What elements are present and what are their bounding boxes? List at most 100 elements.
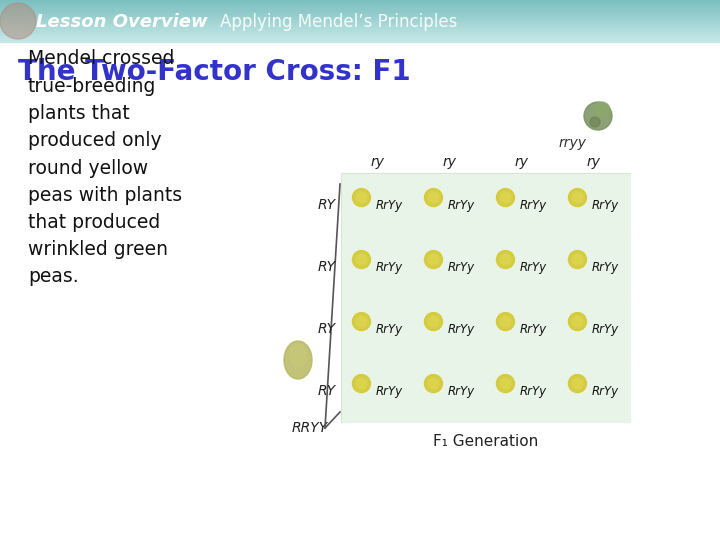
Bar xyxy=(0,6,720,8)
Bar xyxy=(0,15,720,16)
Bar xyxy=(0,25,720,26)
Text: RrYy: RrYy xyxy=(519,322,546,335)
Circle shape xyxy=(584,102,612,130)
Bar xyxy=(414,360,486,422)
Bar xyxy=(0,29,720,30)
Bar xyxy=(0,39,720,40)
Circle shape xyxy=(497,375,515,393)
Circle shape xyxy=(353,188,371,207)
Bar xyxy=(558,360,630,422)
Text: RrYy: RrYy xyxy=(519,199,546,212)
Circle shape xyxy=(428,254,438,265)
Circle shape xyxy=(425,251,442,268)
Circle shape xyxy=(497,251,515,268)
Bar xyxy=(0,8,720,9)
Circle shape xyxy=(356,254,366,265)
Text: RrYy: RrYy xyxy=(447,384,474,397)
Text: RrYy: RrYy xyxy=(447,322,474,335)
Bar xyxy=(486,298,558,360)
Bar xyxy=(342,298,414,360)
Circle shape xyxy=(425,375,442,393)
Text: RrYy: RrYy xyxy=(447,199,474,212)
Bar xyxy=(0,32,720,33)
Text: RrYy: RrYy xyxy=(519,260,546,273)
Text: ry: ry xyxy=(371,155,385,169)
Text: ry: ry xyxy=(443,155,457,169)
Circle shape xyxy=(572,379,582,389)
Bar xyxy=(342,174,630,422)
Bar xyxy=(0,18,720,19)
Bar xyxy=(0,4,720,5)
Circle shape xyxy=(353,251,371,268)
Bar xyxy=(0,22,720,23)
Text: RrYy: RrYy xyxy=(519,384,546,397)
Text: RrYy: RrYy xyxy=(591,322,618,335)
Bar xyxy=(558,298,630,360)
Bar xyxy=(0,5,720,6)
Bar xyxy=(0,20,720,21)
Circle shape xyxy=(572,254,582,265)
Circle shape xyxy=(428,316,438,327)
Text: Lesson Overview: Lesson Overview xyxy=(36,13,207,31)
Bar xyxy=(0,41,720,42)
Bar xyxy=(414,236,486,298)
Circle shape xyxy=(428,193,438,202)
Text: rryy: rryy xyxy=(559,136,587,150)
Bar xyxy=(0,40,720,41)
Bar xyxy=(558,236,630,298)
Bar xyxy=(0,19,720,20)
Bar xyxy=(558,174,630,236)
Bar xyxy=(0,0,720,1)
Bar xyxy=(0,10,720,11)
Ellipse shape xyxy=(290,344,306,366)
Bar xyxy=(342,236,414,298)
Bar xyxy=(0,33,720,35)
Bar xyxy=(0,11,720,12)
Bar xyxy=(0,28,720,29)
Circle shape xyxy=(0,3,36,39)
Text: RY: RY xyxy=(318,198,336,212)
Text: The Two-Factor Cross: F1: The Two-Factor Cross: F1 xyxy=(18,58,410,86)
Text: RrYy: RrYy xyxy=(447,260,474,273)
Bar xyxy=(0,26,720,28)
Bar xyxy=(414,174,486,236)
Circle shape xyxy=(356,193,366,202)
Bar xyxy=(0,16,720,17)
Circle shape xyxy=(590,117,600,127)
Circle shape xyxy=(500,379,510,389)
Circle shape xyxy=(353,313,371,330)
Circle shape xyxy=(569,313,587,330)
Text: RrYy: RrYy xyxy=(375,260,402,273)
Circle shape xyxy=(500,254,510,265)
Text: RY: RY xyxy=(318,322,336,336)
Circle shape xyxy=(594,102,610,118)
Bar xyxy=(0,3,720,4)
Bar xyxy=(0,2,720,3)
Circle shape xyxy=(497,313,515,330)
Bar xyxy=(0,23,720,24)
Circle shape xyxy=(425,188,442,207)
Bar xyxy=(0,30,720,31)
Bar xyxy=(0,36,720,37)
Text: RY: RY xyxy=(318,384,336,398)
Circle shape xyxy=(569,188,587,207)
Text: RrYy: RrYy xyxy=(591,384,618,397)
Circle shape xyxy=(569,375,587,393)
Circle shape xyxy=(500,193,510,202)
Text: Applying Mendel’s Principles: Applying Mendel’s Principles xyxy=(220,13,457,31)
Bar xyxy=(0,14,720,15)
Text: RRYY: RRYY xyxy=(292,421,328,435)
Bar xyxy=(486,174,558,236)
Text: RrYy: RrYy xyxy=(375,199,402,212)
Text: ry: ry xyxy=(587,155,601,169)
Bar xyxy=(0,37,720,38)
Circle shape xyxy=(425,313,442,330)
Ellipse shape xyxy=(284,341,312,379)
Text: RrYy: RrYy xyxy=(591,260,618,273)
Bar xyxy=(0,35,720,36)
Text: ry: ry xyxy=(515,155,529,169)
Circle shape xyxy=(572,193,582,202)
Bar xyxy=(342,174,414,236)
Circle shape xyxy=(353,375,371,393)
Bar xyxy=(0,38,720,39)
